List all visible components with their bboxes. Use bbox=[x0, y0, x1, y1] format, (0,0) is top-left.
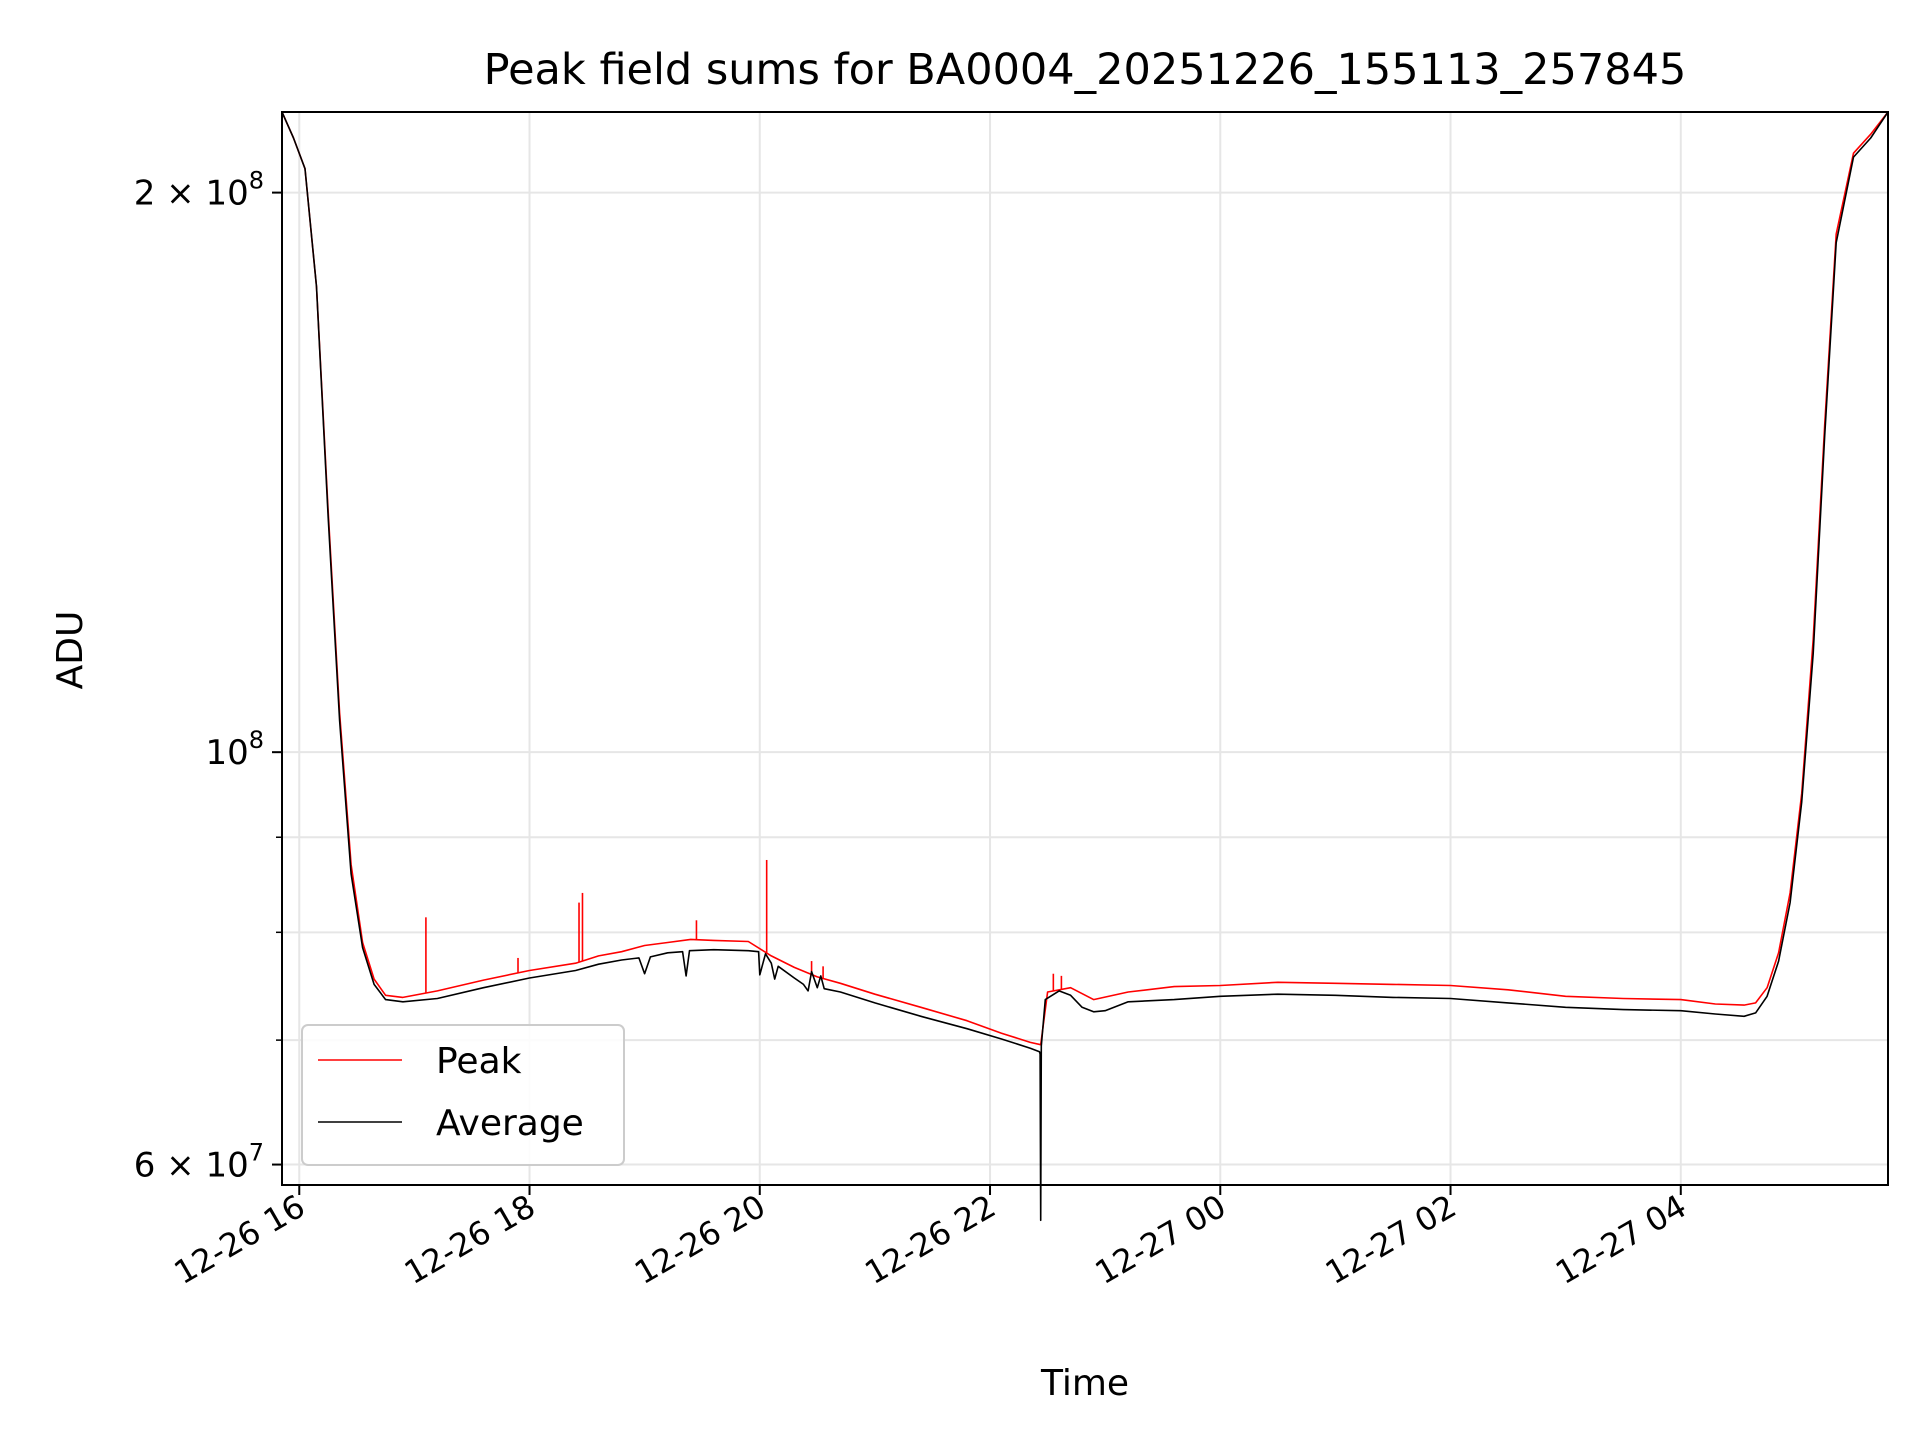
y-tick-label: 2 × 108 bbox=[134, 167, 264, 214]
y-axis-label: ADU bbox=[50, 611, 91, 690]
series-line-average bbox=[281, 111, 1889, 1222]
legend-label-average: Average bbox=[436, 1103, 584, 1144]
plot-area-frame bbox=[281, 111, 1889, 1186]
x-axis-label: Time bbox=[1040, 1363, 1129, 1404]
series-layer bbox=[281, 111, 1889, 1222]
legend: Peak Average bbox=[301, 1024, 625, 1166]
series-line-peak bbox=[281, 111, 1889, 1046]
y-tick-label: 108 bbox=[205, 726, 264, 773]
y-tick-label: 6 × 107 bbox=[134, 1139, 264, 1186]
legend-label-peak: Peak bbox=[436, 1041, 522, 1082]
chart-title: Peak field sums for BA0004_20251226_1551… bbox=[484, 45, 1687, 95]
